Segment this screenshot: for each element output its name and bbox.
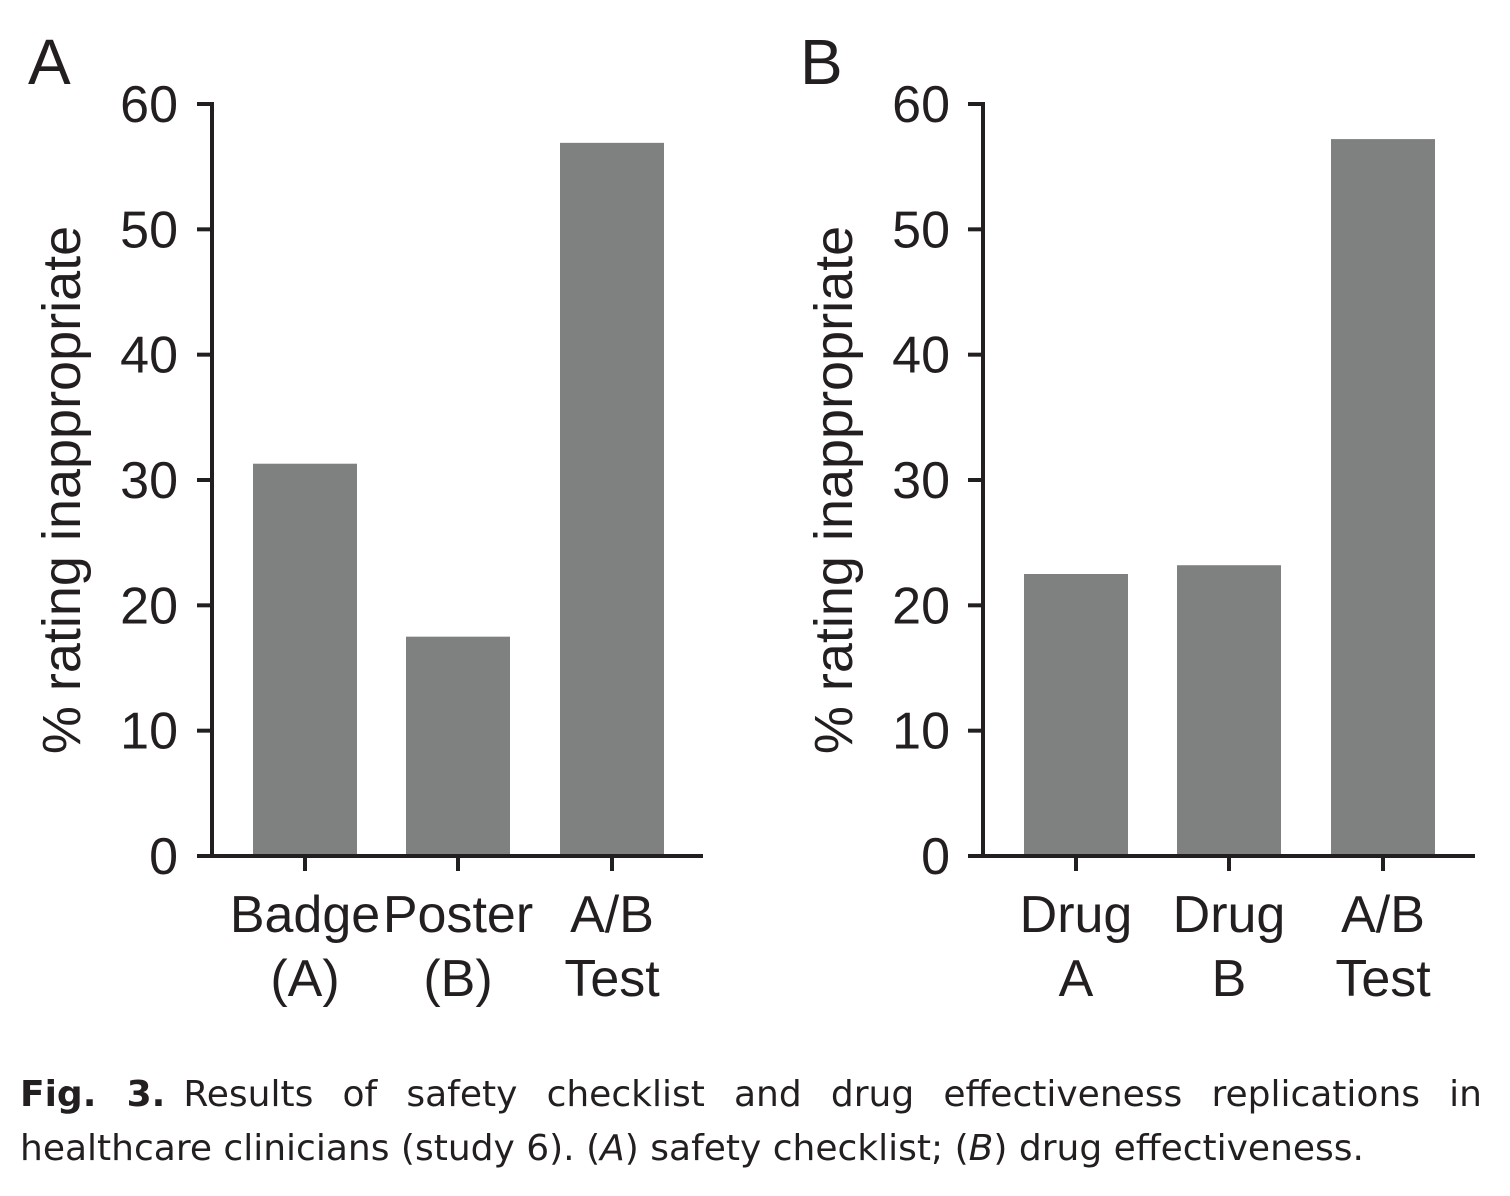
chart-a-bar-1 [253,463,357,856]
panel-a: A % rating inappropriate 0 10 20 30 40 50 60 Badg… [28,26,703,1008]
figure: A % rating inappropriate 0 10 20 30 40 50 60 Badg… [28,26,1475,1008]
chart-b-category-label-3: A/B Test [1335,886,1431,1008]
chart-b-y-tick-label: 50 [892,201,950,259]
chart-b-bar-1 [1024,574,1128,856]
chart-b-y-axis-label: % rating inappropriate [804,226,864,754]
caption-text-2: ) safety checklist; ( [624,1128,969,1169]
chart-a-y-tick-label: 50 [120,201,178,259]
figure-caption: Fig. 3. Results of safety checklist and d… [20,1068,1482,1176]
chart-a-panel-letter: A [28,26,71,98]
chart-b-category-label-1: Drug A [1020,886,1133,1008]
chart-a-y-tick-label: 0 [149,828,178,886]
chart-b-category-label-2: Drug B [1173,886,1286,1008]
chart-a-y-tick-label: 10 [120,703,178,761]
chart-a-bar-2 [406,636,510,856]
chart-a-y-axis-label: % rating inappropriate [32,226,92,754]
chart-b-y-tick-label: 60 [892,76,950,134]
chart-a-y-tick-label: 40 [120,327,178,385]
caption-text-1: Results of safety checklist and drug eff… [20,1074,1482,1169]
chart-a-category-label-3: A/B Test [564,886,660,1008]
chart-b-y-tick-label: 30 [892,452,950,510]
chart-b-y-tick-label: 0 [921,828,950,886]
chart-b-y-tick-label: 20 [892,577,950,635]
chart-b-y-tick-label: 40 [892,327,950,385]
caption-italic-b: B [968,1128,994,1169]
caption-label: Fig. 3. [20,1074,166,1115]
chart-a-y-tick-label: 60 [120,76,178,134]
caption-text-3: ) drug effectiveness. [993,1128,1364,1169]
chart-b-bar-3 [1331,139,1435,857]
chart-a-category-label-2: Poster (B) [383,886,533,1008]
chart-a-bar-3 [560,142,664,856]
chart-a-y-tick-label: 20 [120,577,178,635]
chart-b-y-tick-label: 10 [892,703,950,761]
caption-italic-a: A [600,1128,625,1169]
panel-b: B % rating inappropriate 0 10 20 30 40 50 60 Drug… [800,26,1475,1008]
chart-a-y-tick-label: 30 [120,452,178,510]
chart-b-bar-2 [1177,565,1281,856]
chart-a-category-label-1: Badge (A) [230,886,380,1008]
chart-b-panel-letter: B [800,26,843,98]
